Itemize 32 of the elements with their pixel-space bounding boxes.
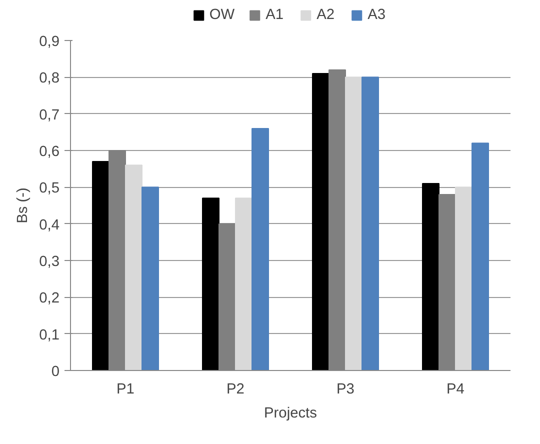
legend-label: A2: [316, 7, 336, 23]
bar: [202, 198, 220, 370]
legend-label: OW: [209, 7, 235, 23]
y-tick-label: 0,2: [39, 290, 60, 307]
bar: [422, 183, 440, 370]
y-tick-label: 0,8: [39, 70, 60, 87]
y-tick-label: 0,5: [39, 180, 60, 197]
bar: [472, 142, 489, 370]
y-tick-label: 0,4: [39, 217, 60, 234]
x-tick-label: P2: [226, 382, 244, 398]
bar: [312, 73, 330, 370]
bar: [455, 186, 472, 370]
bar: [125, 164, 142, 370]
y-tick-label: 0,1: [39, 327, 60, 344]
x-tick-label: P3: [336, 382, 354, 398]
bar: [345, 76, 362, 370]
bar: [252, 128, 269, 370]
x-tick-label: P4: [446, 382, 464, 398]
bar: [142, 186, 159, 370]
legend-label: A1: [266, 7, 285, 23]
y-tick-label: 0,3: [39, 254, 60, 270]
y-axis-title: Bs (-): [15, 188, 32, 224]
bar: [92, 161, 110, 370]
y-tick-label: 0,6: [39, 144, 60, 160]
x-axis-title: Projects: [264, 406, 317, 422]
x-tick-label: P1: [116, 382, 134, 398]
y-tick-label: 0: [51, 364, 60, 380]
bar: [362, 76, 379, 370]
legend-label: A3: [368, 7, 387, 23]
y-tick-label: 0,9: [39, 34, 60, 50]
y-tick-label: 0,7: [39, 107, 60, 124]
bar: [235, 198, 252, 370]
